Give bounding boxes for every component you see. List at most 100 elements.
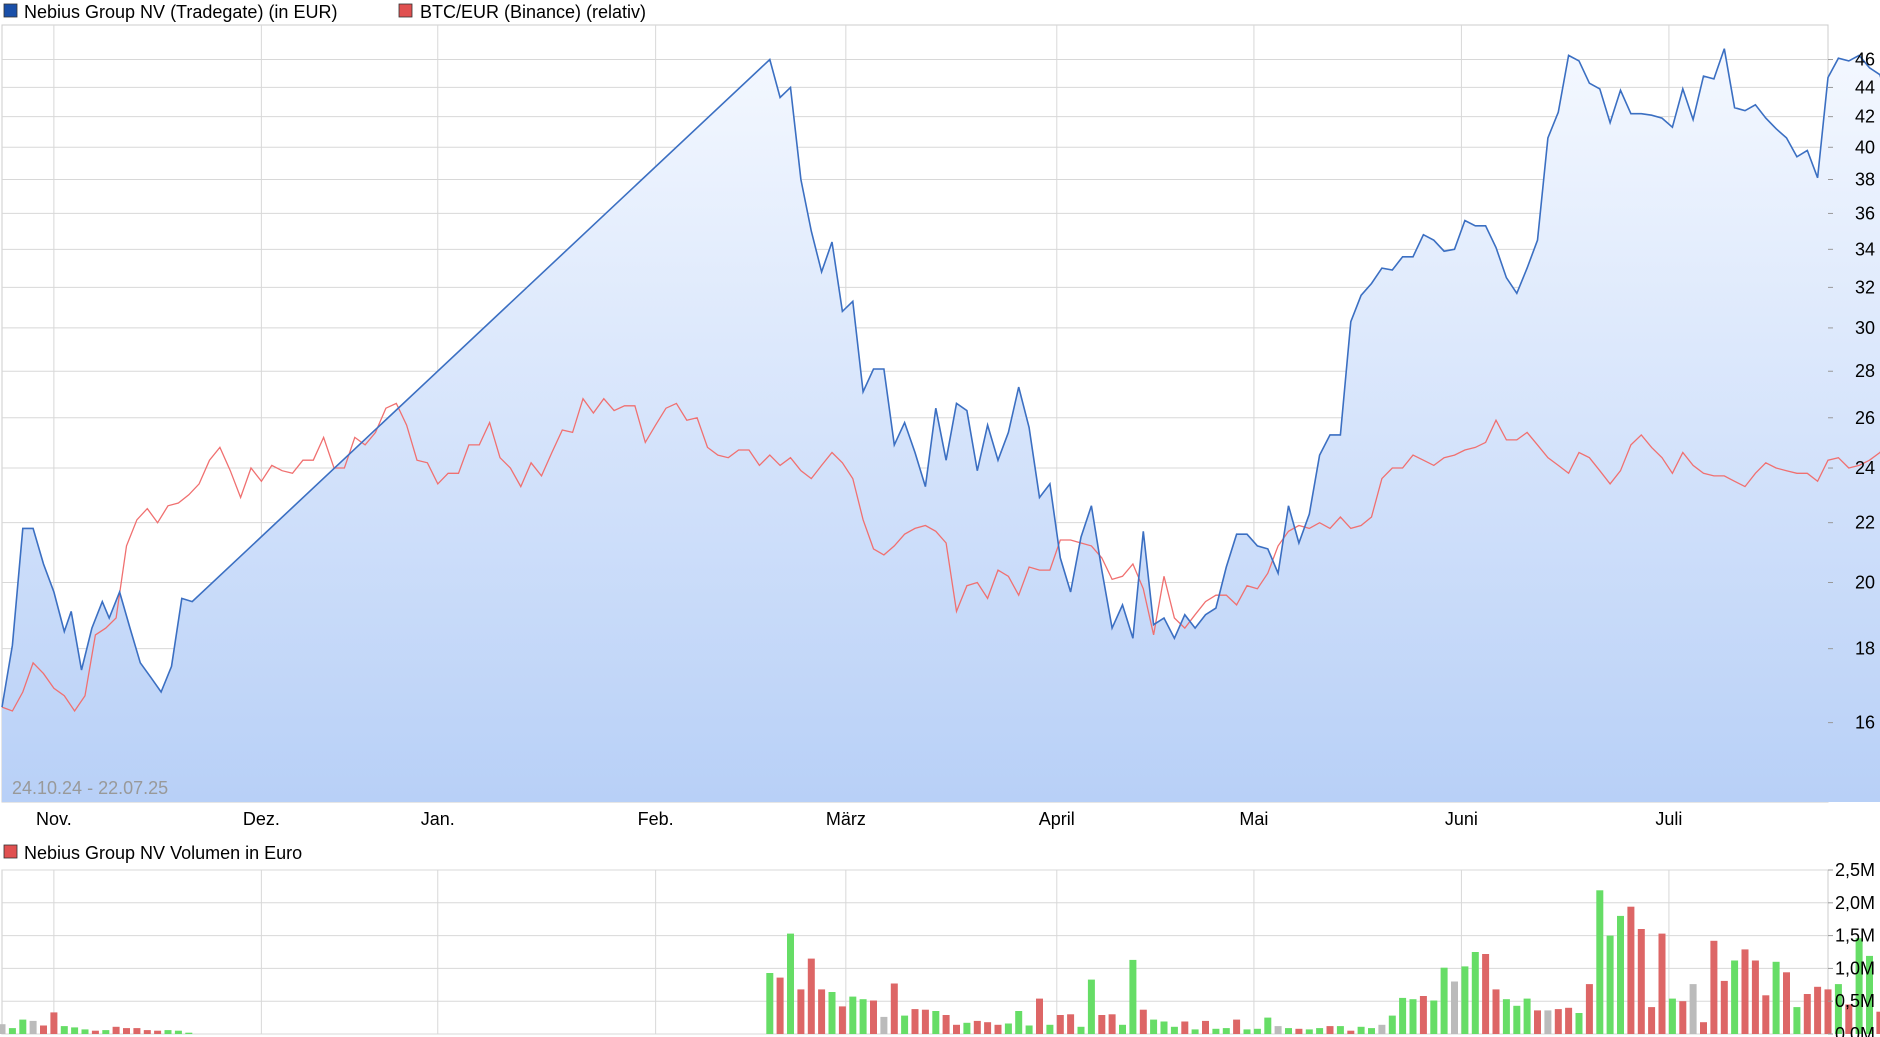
volume-bar xyxy=(1575,1013,1583,1034)
price-axis: 16 18 20 22 24 26 28 30 32 34 36 38 40 42 44 46 xyxy=(1828,50,1875,733)
volume-bar xyxy=(1502,999,1510,1034)
main-plot: 24.10.24 - 22.07.25 16 18 20 22 24 26 28 30 32 34… xyxy=(1,24,1880,803)
volume-bar xyxy=(932,1011,940,1034)
volume-bar xyxy=(838,1006,846,1034)
x-tick-label: März xyxy=(826,809,866,829)
volume-bar xyxy=(1534,1010,1541,1034)
volume-bar xyxy=(185,1032,193,1034)
legend-item-volume[interactable]: Nebius Group NV Volumen in Euro xyxy=(3,843,302,863)
volume-bar xyxy=(8,1028,16,1034)
volume-bar xyxy=(1419,996,1427,1034)
volume-bar xyxy=(849,996,857,1034)
legend-swatch-btc xyxy=(398,3,413,18)
x-tick-label: Jan. xyxy=(421,809,455,829)
volume-bar xyxy=(1077,1026,1085,1034)
y-tick-label: 40 xyxy=(1855,137,1875,157)
volume-bar xyxy=(1326,1026,1334,1034)
volume-bar xyxy=(1585,984,1593,1034)
volume-bar xyxy=(81,1029,89,1034)
volume-bar xyxy=(1212,1028,1220,1034)
volume-bar xyxy=(921,1009,929,1034)
y-tick-label: 18 xyxy=(1855,639,1875,659)
volume-bar xyxy=(1451,981,1458,1034)
legend-label-btc: BTC/EUR (Binance) (relativ) xyxy=(420,2,646,22)
legend-item-nebius[interactable]: Nebius Group NV (Tradegate) (in EUR) xyxy=(3,2,337,22)
volume-bar xyxy=(942,1015,950,1034)
volume-bar xyxy=(1876,1011,1880,1034)
volume-bar xyxy=(1316,1028,1324,1034)
volume-bar xyxy=(994,1024,1002,1034)
volume-bar xyxy=(123,1028,130,1034)
volume-bar xyxy=(1793,1007,1801,1034)
volume-bar xyxy=(1015,1011,1023,1034)
y-tick-label: 26 xyxy=(1855,408,1875,428)
volume-tick-label: 2,5M xyxy=(1835,860,1875,880)
x-tick-label: Juni xyxy=(1445,809,1478,829)
volume-bar xyxy=(1368,1028,1375,1034)
volume-bar xyxy=(1596,890,1604,1034)
volume-bar xyxy=(174,1030,182,1034)
volume-bar xyxy=(818,989,826,1034)
volume-bar xyxy=(1295,1028,1303,1034)
volume-bars xyxy=(0,890,1880,1034)
y-tick-label: 38 xyxy=(1855,169,1875,189)
x-tick-label: Feb. xyxy=(638,809,674,829)
legend-item-btc[interactable]: BTC/EUR (Binance) (relativ) xyxy=(398,2,646,22)
volume-bar xyxy=(787,933,794,1034)
volume-bar xyxy=(1762,995,1770,1034)
volume-bar xyxy=(112,1026,120,1034)
volume-bar xyxy=(1233,1019,1241,1034)
volume-bar xyxy=(1679,1001,1687,1034)
volume-bar xyxy=(1243,1029,1251,1034)
volume-bar xyxy=(154,1030,162,1034)
volume-bar xyxy=(1554,1009,1562,1034)
volume-bar xyxy=(133,1028,141,1034)
date-axis: Nov. Dez. Jan. Feb. März April Mai Juni Juli xyxy=(36,809,1682,829)
legend-label-nebius: Nebius Group NV (Tradegate) (in EUR) xyxy=(24,2,337,22)
volume-bar xyxy=(1814,986,1822,1034)
volume-bar xyxy=(1866,955,1873,1034)
volume-bar xyxy=(1357,1026,1365,1034)
volume-bar xyxy=(71,1027,79,1034)
volume-bar xyxy=(1751,960,1759,1034)
volume-bar xyxy=(1834,984,1842,1034)
volume-bar xyxy=(102,1030,110,1034)
volume-bar xyxy=(1025,1025,1033,1034)
legend-swatch-nebius xyxy=(3,3,18,18)
legend-swatch-volume xyxy=(3,844,18,859)
volume-bar xyxy=(1440,967,1448,1034)
volume-bar xyxy=(1191,1029,1199,1034)
volume-bar xyxy=(1689,984,1697,1034)
volume-bar xyxy=(1056,1015,1064,1034)
volume-bar xyxy=(1565,1007,1573,1034)
x-tick-label: Nov. xyxy=(36,809,72,829)
volume-bar xyxy=(1772,961,1780,1034)
volume-bar xyxy=(40,1025,47,1034)
volume-bar xyxy=(1202,1020,1209,1034)
volume-bar xyxy=(1274,1026,1282,1034)
x-tick-label: Mai xyxy=(1239,809,1268,829)
volume-bar xyxy=(1253,1028,1261,1034)
volume-tick-label: 0,0M xyxy=(1835,1024,1875,1037)
volume-bar xyxy=(1720,980,1728,1034)
y-tick-label: 20 xyxy=(1855,573,1875,593)
volume-bar xyxy=(1181,1021,1189,1034)
volume-bar xyxy=(1108,1014,1116,1034)
volume-bar xyxy=(1399,997,1407,1034)
volume-bar xyxy=(1637,929,1645,1034)
volume-legend: Nebius Group NV Volumen in Euro xyxy=(3,843,302,863)
volume-bar xyxy=(797,989,805,1034)
nebius-price-area xyxy=(2,48,1880,802)
volume-bar xyxy=(1139,1009,1147,1034)
y-tick-label: 22 xyxy=(1855,513,1875,533)
volume-bar xyxy=(50,1012,58,1034)
volume-bar xyxy=(880,1016,888,1034)
date-range-label: 24.10.24 - 22.07.25 xyxy=(12,778,168,798)
nebius-price-line xyxy=(1,48,1880,708)
volume-bar xyxy=(1700,1022,1707,1034)
volume-bar xyxy=(1544,1010,1552,1034)
x-tick-label: April xyxy=(1039,809,1075,829)
volume-bar xyxy=(1523,998,1531,1034)
volume-bar xyxy=(1098,1015,1106,1034)
volume-tick-label: 0,5M xyxy=(1835,991,1875,1011)
